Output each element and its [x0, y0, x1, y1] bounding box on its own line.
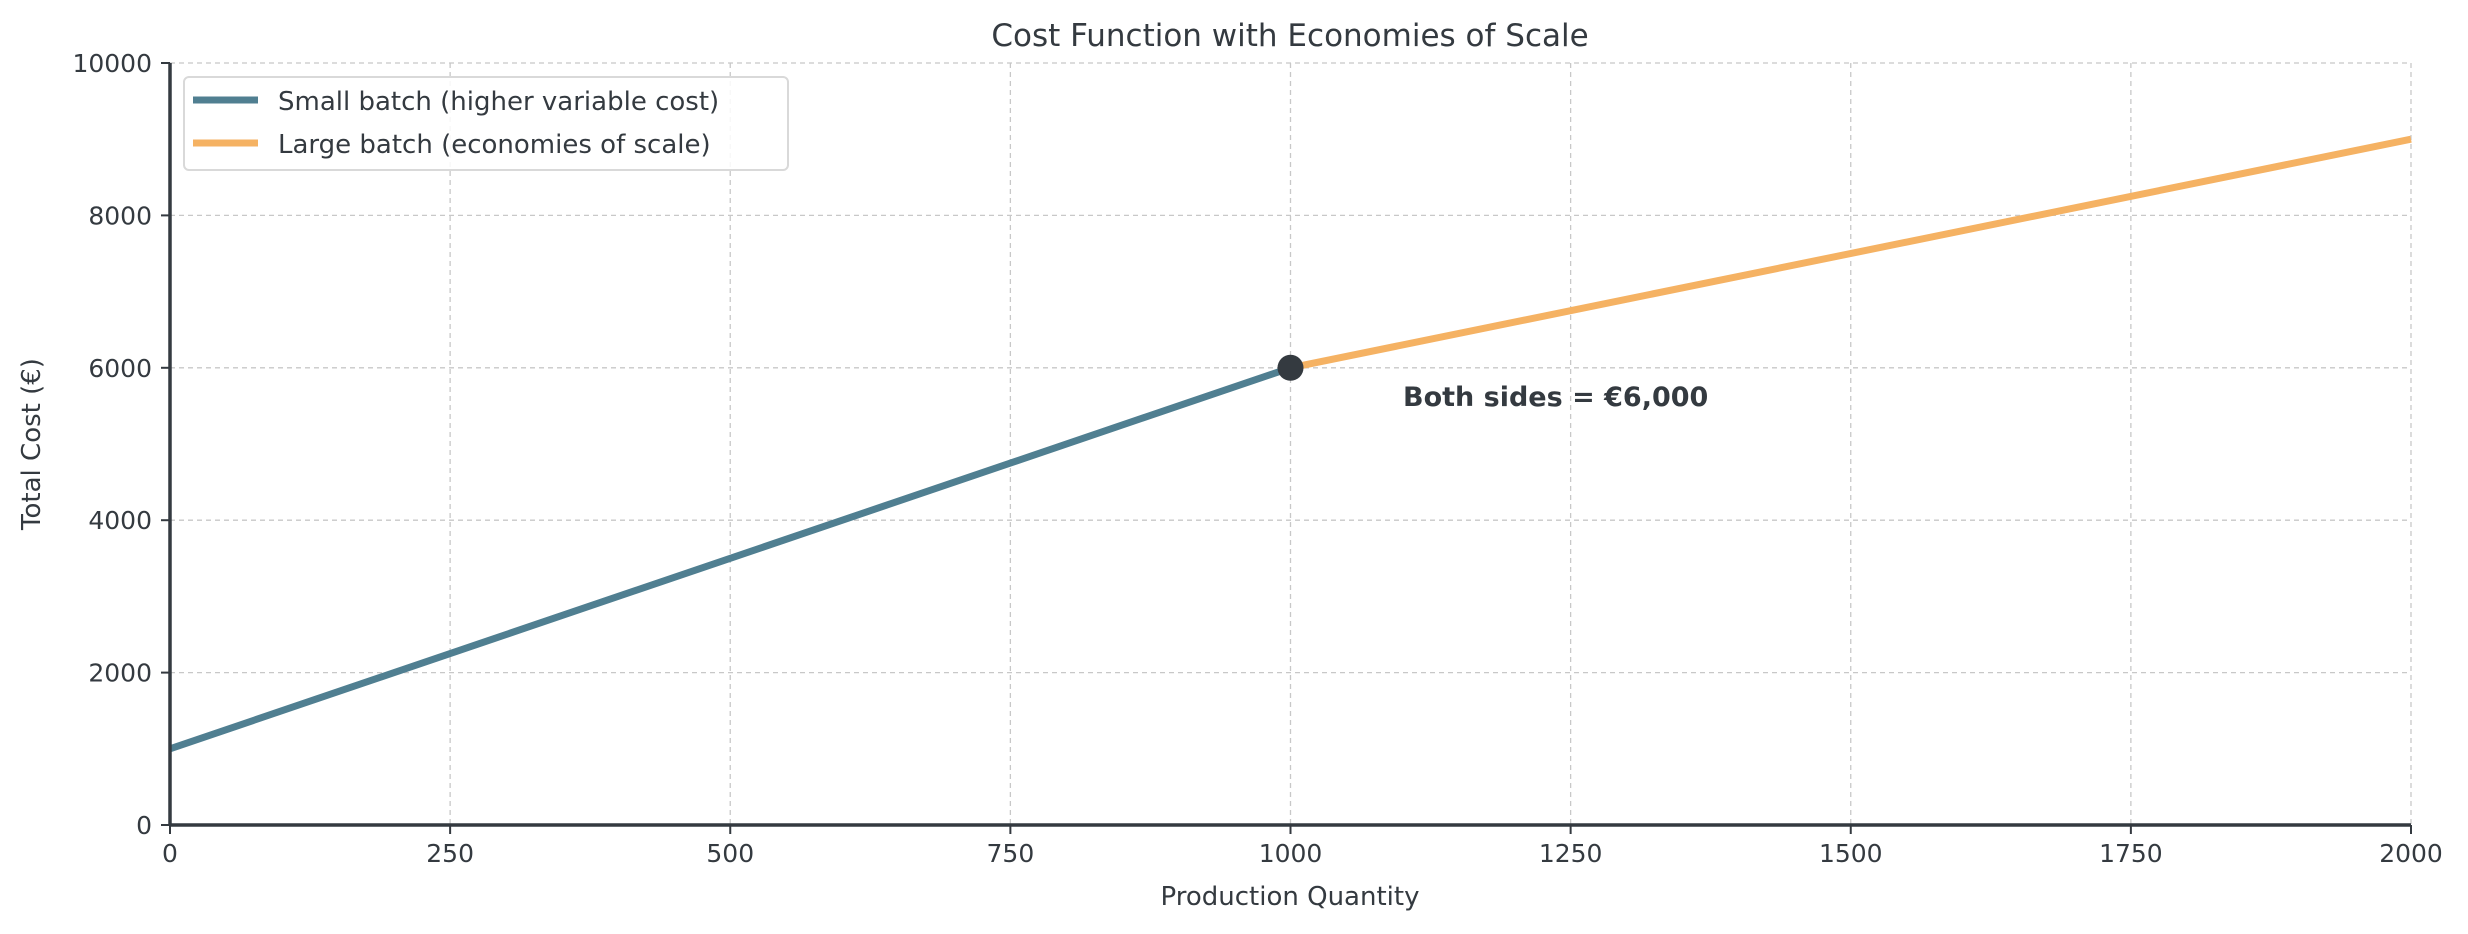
breakpoint-marker	[1277, 354, 1304, 381]
legend: Small batch (higher variable cost) Large…	[183, 76, 789, 171]
y-tick-label: 4000	[88, 506, 152, 535]
grid	[169, 62, 2412, 826]
x-tick-label: 1500	[1819, 839, 1883, 868]
series-lines	[168, 135, 2412, 753]
x-tick-label: 2000	[2379, 839, 2443, 868]
annotation: Both sides = €6,000	[1403, 382, 1708, 413]
x-tick-label: 0	[162, 839, 178, 868]
legend-label-large-batch: Large batch (economies of scale)	[278, 130, 711, 160]
series-line-1	[1289, 135, 2412, 372]
x-tick-label: 1750	[2099, 839, 2163, 868]
x-tick-label: 500	[706, 839, 754, 868]
x-tick-label: 1250	[1539, 839, 1603, 868]
x-tick-label: 750	[987, 839, 1035, 868]
y-axis-label: Total Cost (€)	[17, 358, 47, 531]
y-tick-label: 2000	[88, 659, 152, 688]
legend-box	[183, 76, 789, 171]
x-tick-label: 250	[426, 839, 474, 868]
y-tick-label: 8000	[88, 201, 152, 230]
ticks: 0 250 500 750 1000 1250 1500 1750 2000 0 2000 4000 6…	[72, 49, 2442, 868]
y-tick-label: 10000	[72, 49, 152, 78]
chart-title: Cost Function with Economies of Scale	[991, 18, 1588, 54]
legend-label-small-batch: Small batch (higher variable cost)	[278, 87, 719, 117]
x-axis-label: Production Quantity	[1161, 882, 1420, 912]
x-tick-label: 1000	[1259, 839, 1323, 868]
y-tick-label: 0	[136, 811, 152, 840]
series-line-0	[168, 364, 1292, 753]
y-tick-label: 6000	[88, 354, 152, 383]
